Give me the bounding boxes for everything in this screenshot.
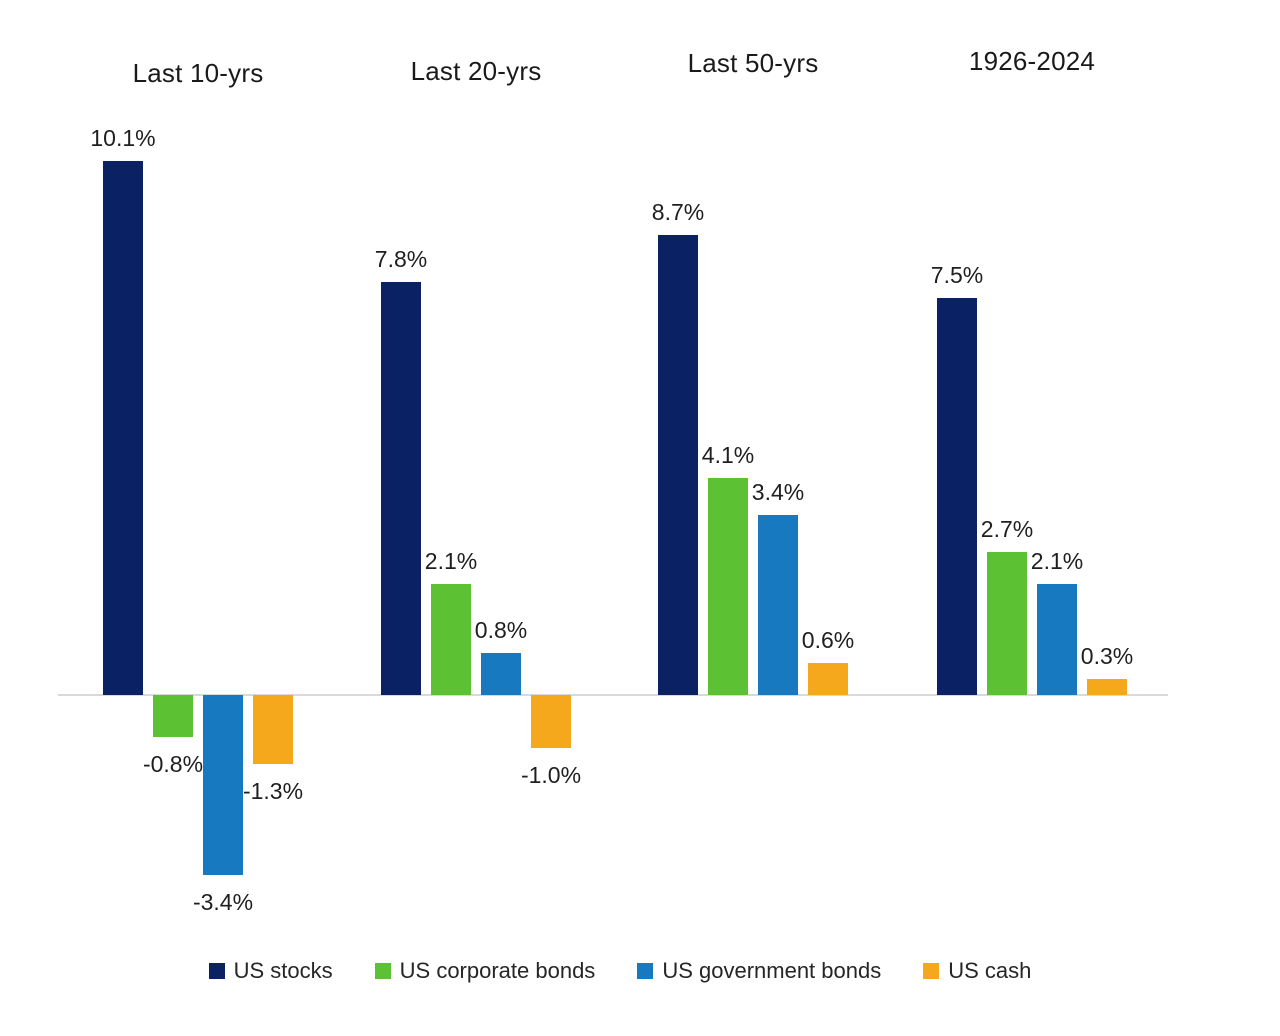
legend-swatch-icon — [374, 963, 391, 979]
value-label-us-government-bonds-last-50-yrs: 3.4% — [751, 479, 805, 506]
value-label-us-corporate-bonds-last-20-yrs: 2.1% — [424, 547, 478, 574]
bar-us-corporate-bonds-last-50-yrs — [708, 478, 748, 695]
legend-label: US stocks — [233, 958, 333, 983]
bar-us-government-bonds-last-20-yrs — [481, 652, 521, 695]
legend-swatch-icon — [637, 963, 654, 979]
legend-item-us-corporate-bonds: US corporate bonds — [374, 958, 596, 984]
value-label-us-government-bonds-1926-2024: 2.1% — [1030, 547, 1084, 574]
value-label-us-stocks-last-50-yrs: 8.7% — [651, 198, 705, 225]
value-label-us-corporate-bonds-1926-2024: 2.7% — [980, 516, 1034, 543]
bar-us-cash-last-20-yrs — [531, 695, 571, 748]
value-label-us-government-bonds-last-20-yrs: 0.8% — [474, 616, 528, 643]
bar-us-cash-last-50-yrs — [808, 663, 848, 695]
legend-swatch-icon — [208, 963, 225, 979]
group-title-last-20-yrs: Last 20-yrs — [410, 56, 542, 86]
bar-us-government-bonds-last-10-yrs — [203, 695, 243, 875]
bar-us-stocks-last-50-yrs — [658, 234, 698, 695]
legend-swatch-icon — [923, 963, 940, 979]
bar-us-stocks-1926-2024 — [937, 298, 977, 695]
bar-us-corporate-bonds-1926-2024 — [987, 552, 1027, 695]
bar-us-government-bonds-last-50-yrs — [758, 515, 798, 695]
value-label-us-corporate-bonds-last-50-yrs: 4.1% — [701, 442, 755, 469]
chart-legend: US stocks US corporate bonds US government… — [0, 958, 1260, 984]
legend-item-us-government-bonds: US government bonds — [637, 958, 881, 984]
value-label-us-cash-last-10-yrs: -1.3% — [242, 777, 304, 804]
legend-label: US cash — [948, 958, 1032, 983]
value-label-us-cash-last-20-yrs: -1.0% — [520, 761, 582, 788]
value-label-us-corporate-bonds-last-10-yrs: -0.8% — [142, 751, 204, 778]
legend-label: US corporate bonds — [399, 958, 596, 983]
bar-us-corporate-bonds-last-10-yrs — [153, 695, 193, 738]
value-label-us-stocks-last-20-yrs: 7.8% — [374, 246, 428, 273]
legend-item-us-cash: US cash — [923, 958, 1031, 984]
bar-us-stocks-last-20-yrs — [381, 282, 421, 695]
bar-us-cash-1926-2024 — [1087, 679, 1127, 695]
bar-us-government-bonds-1926-2024 — [1037, 583, 1077, 695]
legend-label: US government bonds — [662, 958, 882, 983]
value-label-us-government-bonds-last-10-yrs: -3.4% — [192, 888, 254, 915]
legend-item-us-stocks: US stocks — [208, 958, 333, 984]
value-label-us-cash-last-50-yrs: 0.6% — [801, 627, 855, 654]
group-title-last-10-yrs: Last 10-yrs — [132, 58, 264, 88]
bar-us-stocks-last-10-yrs — [103, 160, 143, 695]
value-label-us-cash-1926-2024: 0.3% — [1080, 643, 1134, 670]
group-title-1926-2024: 1926-2024 — [968, 46, 1096, 76]
bar-us-cash-last-10-yrs — [253, 695, 293, 764]
group-title-last-50-yrs: Last 50-yrs — [687, 48, 819, 78]
value-label-us-stocks-1926-2024: 7.5% — [930, 262, 984, 289]
zero-axis-line — [58, 694, 1168, 696]
bar-us-corporate-bonds-last-20-yrs — [431, 583, 471, 695]
value-label-us-stocks-last-10-yrs: 10.1% — [90, 124, 156, 151]
